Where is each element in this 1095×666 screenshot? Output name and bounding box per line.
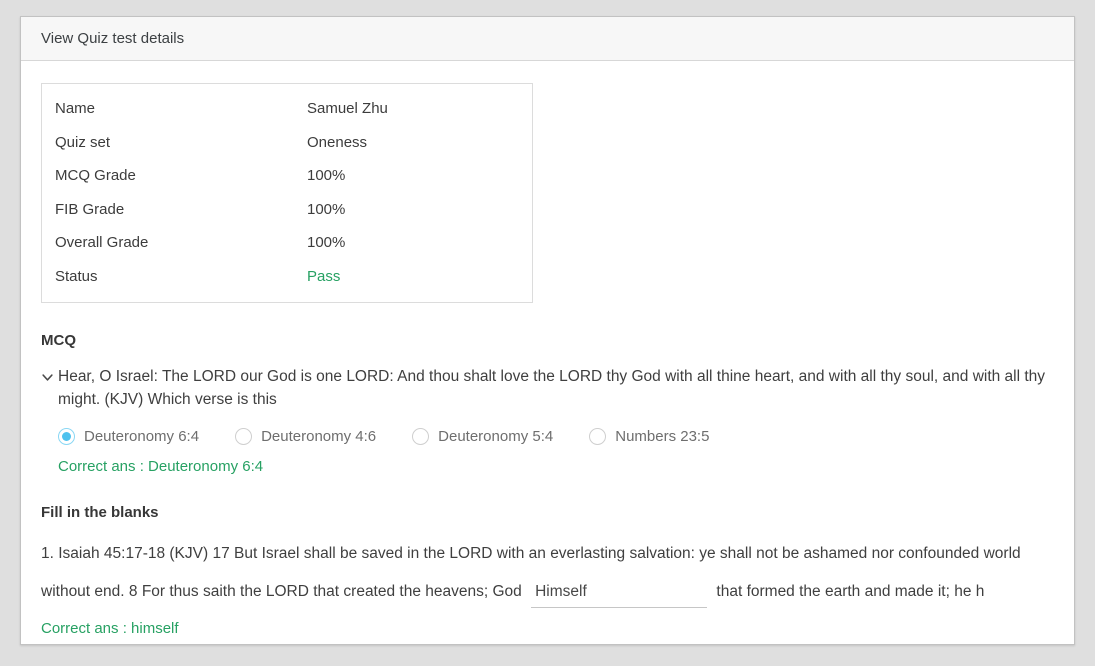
- table-row: FIB Grade 100%: [42, 193, 532, 227]
- radio-icon[interactable]: [235, 428, 253, 445]
- mcq-option-1[interactable]: Deuteronomy 6:4: [58, 428, 199, 445]
- table-row: MCQ Grade 100%: [42, 159, 532, 193]
- detail-value-mcq-grade: 100%: [307, 167, 346, 185]
- mcq-correct-answer: Correct ans : Deuteronomy 6:4: [58, 458, 264, 475]
- chevron-down-icon[interactable]: [41, 365, 58, 389]
- fib-text-after: that formed the earth and made it; he h: [716, 583, 985, 600]
- mcq-question-row: Hear, O Israel: The LORD our God is one …: [41, 365, 1054, 411]
- table-row: Overall Grade 100%: [42, 226, 532, 260]
- detail-label-name: Name: [55, 100, 96, 118]
- detail-value-quiz-set: Oneness: [307, 133, 368, 151]
- radio-icon[interactable]: [412, 428, 430, 445]
- option-label: Deuteronomy 5:4: [438, 428, 554, 445]
- detail-value-fib-grade: 100%: [307, 200, 346, 218]
- radio-icon[interactable]: [589, 428, 607, 445]
- table-row: Status Pass: [42, 260, 532, 294]
- fib-section-heading: Fill in the blanks: [41, 504, 159, 521]
- detail-label-overall-grade: Overall Grade: [55, 234, 149, 252]
- detail-label-fib-grade: FIB Grade: [55, 200, 125, 218]
- card-body: Name Samuel Zhu Quiz set Oneness MCQ Gra…: [21, 61, 1074, 657]
- table-row: Quiz set Oneness: [42, 126, 532, 160]
- detail-label-quiz-set: Quiz set: [55, 133, 111, 151]
- mcq-section-heading: MCQ: [41, 332, 76, 349]
- status-badge: Pass: [307, 267, 341, 285]
- mcq-option-4[interactable]: Numbers 23:5: [589, 428, 709, 445]
- mcq-question-text: Hear, O Israel: The LORD our God is one …: [58, 368, 1046, 408]
- fib-answer-input[interactable]: [531, 583, 708, 608]
- table-row: Name Samuel Zhu: [42, 92, 532, 126]
- mcq-option-2[interactable]: Deuteronomy 4:6: [235, 428, 376, 445]
- card-header: View Quiz test details: [21, 17, 1074, 61]
- detail-label-status: Status: [55, 267, 98, 285]
- quiz-details-card: View Quiz test details Name Samuel Zhu Q…: [20, 16, 1075, 645]
- radio-selected-icon[interactable]: [58, 428, 75, 445]
- option-label: Numbers 23:5: [615, 428, 710, 445]
- detail-label-mcq-grade: MCQ Grade: [55, 167, 136, 185]
- option-label: Deuteronomy 6:4: [84, 428, 200, 445]
- mcq-options: Deuteronomy 6:4 Deuteronomy 4:6 Deuteron…: [58, 428, 1054, 445]
- option-label: Deuteronomy 4:6: [261, 428, 377, 445]
- detail-value-name: Samuel Zhu: [307, 100, 388, 118]
- mcq-option-3[interactable]: Deuteronomy 5:4: [412, 428, 553, 445]
- fib-text-before: 1. Isaiah 45:17-18 (KJV) 17 But Israel s…: [41, 545, 1021, 600]
- fib-question-text: 1. Isaiah 45:17-18 (KJV) 17 But Israel s…: [41, 535, 1054, 611]
- fib-correct-answer: Correct ans : himself: [41, 620, 179, 637]
- detail-value-overall-grade: 100%: [307, 234, 346, 252]
- quiz-details-table: Name Samuel Zhu Quiz set Oneness MCQ Gra…: [41, 83, 533, 303]
- page-title: View Quiz test details: [41, 30, 185, 47]
